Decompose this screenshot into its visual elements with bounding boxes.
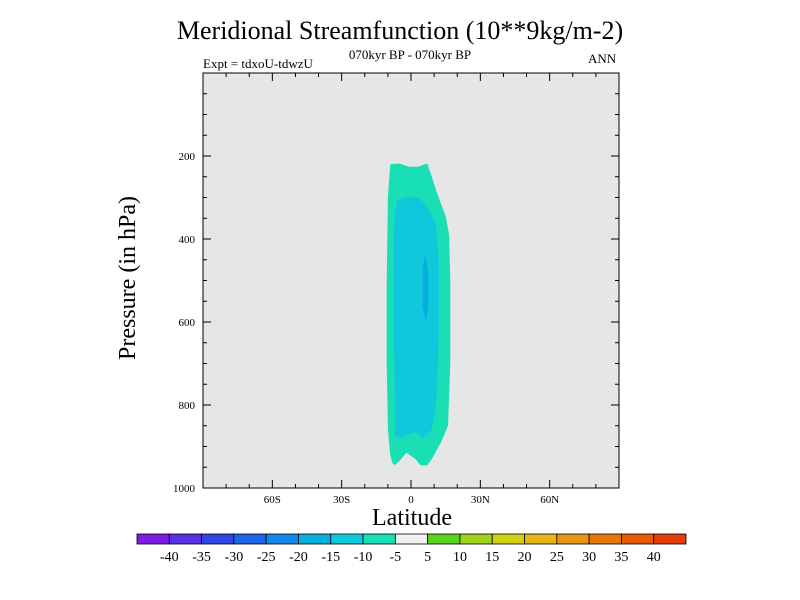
- chart-subtitle: 070kyr BP - 070kyr BP: [348, 47, 472, 62]
- colorbar-swatch: [653, 533, 687, 545]
- axes: 60S 30S 0 30N 60N 200 400 600 800 1000: [173, 72, 620, 506]
- colorbar-label: -5: [390, 550, 402, 565]
- colorbar-swatch: [362, 533, 396, 545]
- contour-fill-2: [422, 253, 429, 325]
- colorbar-label: -30: [225, 550, 244, 565]
- contour-fills: [386, 163, 451, 466]
- colorbar-swatch: [168, 533, 202, 545]
- colorbar-label: -15: [321, 550, 340, 565]
- x-axis-label: Latitude: [372, 505, 452, 531]
- colorbar-swatch: [427, 533, 461, 545]
- y-tick-label: 600: [179, 317, 196, 329]
- colorbar-label: 5: [424, 550, 431, 565]
- colorbar-label: -20: [289, 550, 308, 565]
- colorbar-label: 40: [647, 550, 661, 565]
- y-tick-label: 400: [179, 234, 196, 246]
- colorbar-swatch: [233, 533, 267, 545]
- colorbar-label: 35: [614, 550, 628, 565]
- colorbar: -40 -35 -30 -25 -20 -15 -10 -5 5 10 15 20 25 30 35 40: [136, 533, 687, 565]
- x-tick-label: 60N: [540, 494, 559, 506]
- y-tick-label: 800: [179, 400, 196, 412]
- contour-fill-1: [393, 196, 439, 439]
- colorbar-swatch: [330, 533, 364, 545]
- colorbar-label: -10: [354, 550, 373, 565]
- colorbar-label: 25: [550, 550, 564, 565]
- experiment-label: Expt = tdxoU-tdwzU: [203, 56, 313, 71]
- colorbar-label: 10: [453, 550, 467, 565]
- y-tick-label: 200: [179, 151, 196, 163]
- y-tick-label: 1000: [173, 483, 196, 495]
- colorbar-swatch: [556, 533, 590, 545]
- colorbar-label: -40: [160, 550, 179, 565]
- colorbar-label: 20: [518, 550, 532, 565]
- colorbar-label: -35: [192, 550, 211, 565]
- colorbar-swatch: [459, 533, 493, 545]
- colorbar-swatch: [524, 533, 558, 545]
- colorbar-swatch: [491, 533, 525, 545]
- colorbar-swatch: [621, 533, 655, 545]
- colorbar-swatch: [265, 533, 299, 545]
- x-tick-label: 30N: [471, 494, 490, 506]
- colorbar-label: 15: [485, 550, 499, 565]
- colorbar-swatch: [298, 533, 332, 545]
- x-tick-label: 60S: [264, 494, 281, 506]
- season-label: ANN: [588, 51, 617, 66]
- chart-title: Meridional Streamfunction (10**9kg/m-2): [176, 16, 624, 45]
- colorbar-swatch: [394, 533, 429, 545]
- colorbar-label: -25: [257, 550, 276, 565]
- colorbar-label: 30: [582, 550, 596, 565]
- x-tick-label: 0: [408, 494, 414, 506]
- colorbar-swatch: [588, 533, 622, 545]
- colorbar-swatch: [136, 533, 170, 545]
- colorbar-swatch: [201, 533, 235, 545]
- x-tick-label: 30S: [333, 494, 350, 506]
